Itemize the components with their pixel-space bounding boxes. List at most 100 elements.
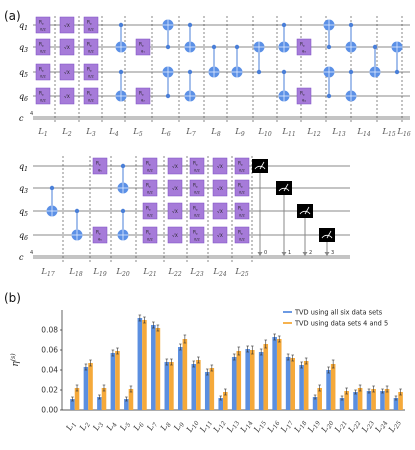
qubit-label-sub: 1 bbox=[24, 166, 28, 173]
classical-count: 4 bbox=[30, 250, 33, 256]
rz-gate bbox=[234, 157, 250, 175]
x-tick-label: L22 bbox=[346, 418, 363, 436]
sx-gate-label: √X bbox=[64, 70, 70, 76]
layer-label-sub: 15 bbox=[388, 131, 396, 138]
rz-gate bbox=[234, 202, 250, 220]
x-tick-label: L5 bbox=[118, 419, 133, 433]
x-tick-label: L2 bbox=[77, 419, 92, 433]
bar bbox=[142, 320, 147, 410]
bar bbox=[299, 365, 304, 410]
layer-label-sub: 4 bbox=[114, 131, 119, 138]
rz-gate-label-base: R bbox=[146, 206, 149, 212]
x-tick-label-base: L bbox=[333, 425, 344, 435]
rz-gate-label-base: R bbox=[87, 67, 90, 73]
x-tick-label-base: L bbox=[91, 423, 102, 433]
layer-label-base: L bbox=[185, 127, 192, 137]
x-tick-label-sub: 22 bbox=[352, 420, 362, 431]
rz-gate-label-base: R bbox=[238, 230, 241, 236]
classical-label: c bbox=[19, 253, 24, 262]
rz-gate-label-sub: z bbox=[196, 232, 198, 236]
rz-gate-label-base: R bbox=[87, 20, 90, 26]
layer-label: L16 bbox=[396, 127, 410, 138]
measure-arrow bbox=[324, 252, 330, 256]
rz-gate-angle: θ₂ bbox=[141, 99, 145, 103]
layer-label: L13 bbox=[331, 127, 345, 138]
measure-bit-label: 2 bbox=[309, 250, 312, 256]
layer-label-sub: 5 bbox=[139, 131, 143, 138]
x-tick-label-base: L bbox=[346, 425, 357, 435]
rz-gate-label-base: R bbox=[300, 42, 303, 48]
x-tick-label-sub: 2 bbox=[83, 421, 92, 429]
rz-gate-label-base: R bbox=[39, 20, 42, 26]
x-tick-label-sub: 8 bbox=[165, 421, 173, 428]
x-tick-label: L12 bbox=[211, 418, 228, 436]
rz-gate bbox=[189, 179, 205, 197]
qubit-label-base: q bbox=[19, 43, 24, 52]
control-dot bbox=[187, 22, 193, 28]
layer-label-sub: 18 bbox=[75, 271, 83, 278]
rz-gate-label-sub: z bbox=[149, 232, 151, 236]
control-dot bbox=[326, 44, 332, 50]
layer-label-base: L bbox=[85, 127, 92, 137]
x-tick-label: L20 bbox=[319, 418, 336, 436]
qubit-label: q6 bbox=[19, 92, 28, 103]
rz-gate bbox=[234, 179, 250, 197]
rz-gate-angle: π/2 bbox=[194, 214, 200, 218]
rz-gate-angle: π/2 bbox=[239, 238, 245, 242]
bar bbox=[182, 339, 188, 410]
layer-label-base: L bbox=[306, 127, 313, 137]
y-axis-label: η(s) bbox=[10, 353, 21, 367]
rz-gate-angle: θ₁ bbox=[141, 50, 145, 54]
layer-label: L21 bbox=[142, 267, 156, 278]
bar bbox=[371, 389, 376, 410]
rz-gate-label-base: R bbox=[146, 230, 149, 236]
rz-gate-angle: π/2 bbox=[194, 238, 200, 242]
layer-label-base: L bbox=[234, 127, 241, 137]
qubit-label-sub: 3 bbox=[24, 188, 28, 195]
rz-gate-label-sub: z bbox=[142, 93, 144, 97]
qubit-label: q5 bbox=[19, 207, 28, 218]
layer-label-sub: 24 bbox=[218, 271, 227, 278]
layer-label-sub: 8 bbox=[217, 131, 221, 138]
bar bbox=[353, 392, 358, 410]
rz-gate-angle: π/2 bbox=[88, 50, 94, 54]
rz-gate-angle: θ₃ bbox=[302, 50, 306, 54]
bar bbox=[285, 357, 291, 410]
bar bbox=[223, 392, 228, 410]
layer-label-base: L bbox=[167, 267, 174, 277]
rz-gate-angle: π/2 bbox=[147, 214, 153, 218]
measure-arrow bbox=[257, 252, 263, 256]
control-dot bbox=[211, 44, 217, 50]
x-tick-label-sub: 11 bbox=[204, 420, 214, 430]
x-tick-label: L24 bbox=[373, 418, 390, 436]
layer-label: L5 bbox=[132, 127, 143, 138]
x-tick-label-base: L bbox=[238, 425, 249, 435]
qubit-label-base: q bbox=[19, 207, 24, 216]
x-tick-label-base: L bbox=[306, 425, 317, 435]
layer-label: L6 bbox=[160, 127, 171, 138]
layer-label-base: L bbox=[40, 267, 47, 277]
sx-gate bbox=[167, 179, 183, 197]
rz-gate-label-sub: z bbox=[149, 163, 151, 167]
rz-gate-label: Rz bbox=[139, 91, 144, 97]
bar bbox=[110, 353, 116, 410]
rz-gate-label-base: R bbox=[96, 230, 99, 236]
rz-gate-label-sub: z bbox=[196, 185, 198, 189]
sx-gate bbox=[212, 202, 228, 220]
qubit-label: q5 bbox=[19, 68, 28, 79]
layer-label: L4 bbox=[108, 127, 119, 138]
layer-label-sub: 20 bbox=[121, 271, 130, 278]
control-dot bbox=[120, 208, 126, 214]
layer-label-base: L bbox=[115, 267, 122, 277]
rz-gate bbox=[189, 226, 205, 244]
layer-label: L14 bbox=[356, 127, 370, 138]
x-tick-label-sub: 12 bbox=[218, 420, 228, 430]
rz-gate-label-base: R bbox=[238, 161, 241, 167]
rz-gate-label: Rz bbox=[193, 230, 198, 236]
sx-gate bbox=[59, 38, 75, 56]
rz-gate bbox=[142, 226, 158, 244]
rz-gate bbox=[142, 202, 158, 220]
x-tick-label: L11 bbox=[198, 418, 215, 436]
x-tick-label: L18 bbox=[292, 418, 309, 436]
